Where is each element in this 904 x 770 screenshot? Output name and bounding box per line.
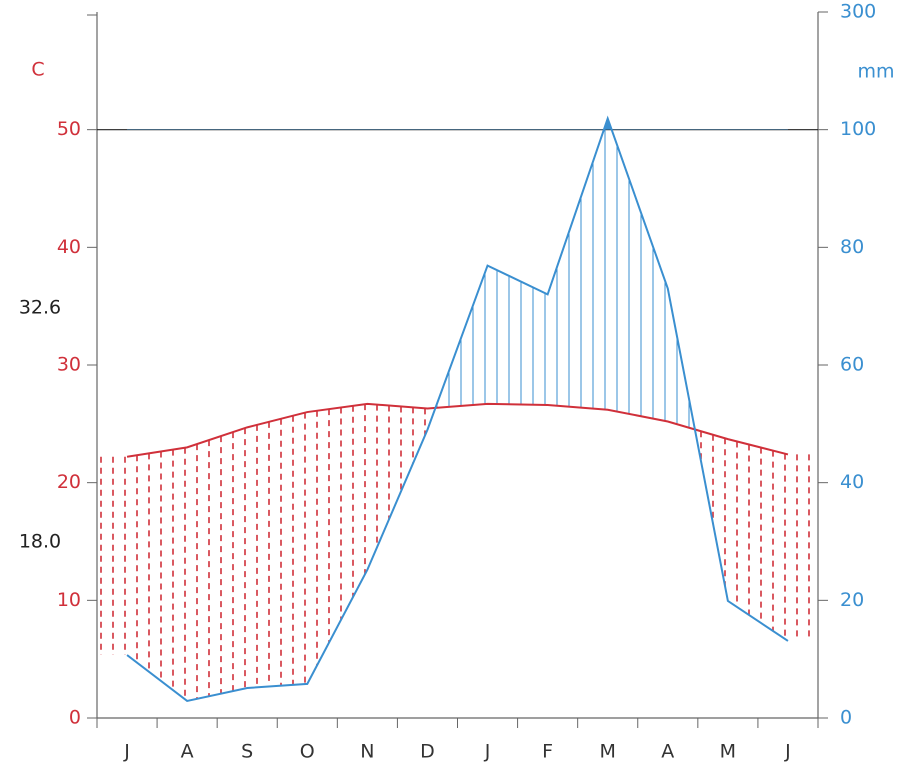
y2-tick-label: 60 xyxy=(840,354,864,376)
line xyxy=(126,115,789,703)
line xyxy=(126,402,789,458)
y2-tick-label: 0 xyxy=(840,707,852,729)
y-tick-label: 20 xyxy=(57,471,81,493)
x-tick-label: J xyxy=(123,741,130,763)
y-tick-label: 10 xyxy=(57,589,81,611)
x-tick-label: A xyxy=(181,741,194,763)
annotation: 18.0 xyxy=(19,531,61,553)
annotation: 32.6 xyxy=(19,297,61,319)
x-tick-label: S xyxy=(241,741,253,763)
x-tick-label: M xyxy=(600,741,616,763)
y2-tick-label: 80 xyxy=(840,236,864,258)
x-tick-label: M xyxy=(720,741,736,763)
x-tick-label: F xyxy=(542,741,553,763)
hatching xyxy=(100,129,810,700)
y2-tick-label: 300 xyxy=(840,1,876,23)
y-tick-label: 50 xyxy=(57,118,81,140)
x-tick-label: J xyxy=(484,741,491,763)
y2-axis-label: mm xyxy=(857,61,894,83)
y2-tick-label: 40 xyxy=(840,471,864,493)
y2-tick-label: 20 xyxy=(840,589,864,611)
x-tick-label: A xyxy=(661,741,674,763)
y-tick-label: 40 xyxy=(57,236,81,258)
y2-tick-label: 100 xyxy=(840,118,876,140)
y-tick-label: 0 xyxy=(69,707,81,729)
x-tick-label: D xyxy=(420,741,435,763)
x-tick-label: N xyxy=(360,741,374,763)
x-tick-label: J xyxy=(784,741,791,763)
x-tick-label: O xyxy=(300,741,315,763)
y-axis-label: C xyxy=(31,59,44,81)
y-tick-label: 30 xyxy=(57,354,81,376)
